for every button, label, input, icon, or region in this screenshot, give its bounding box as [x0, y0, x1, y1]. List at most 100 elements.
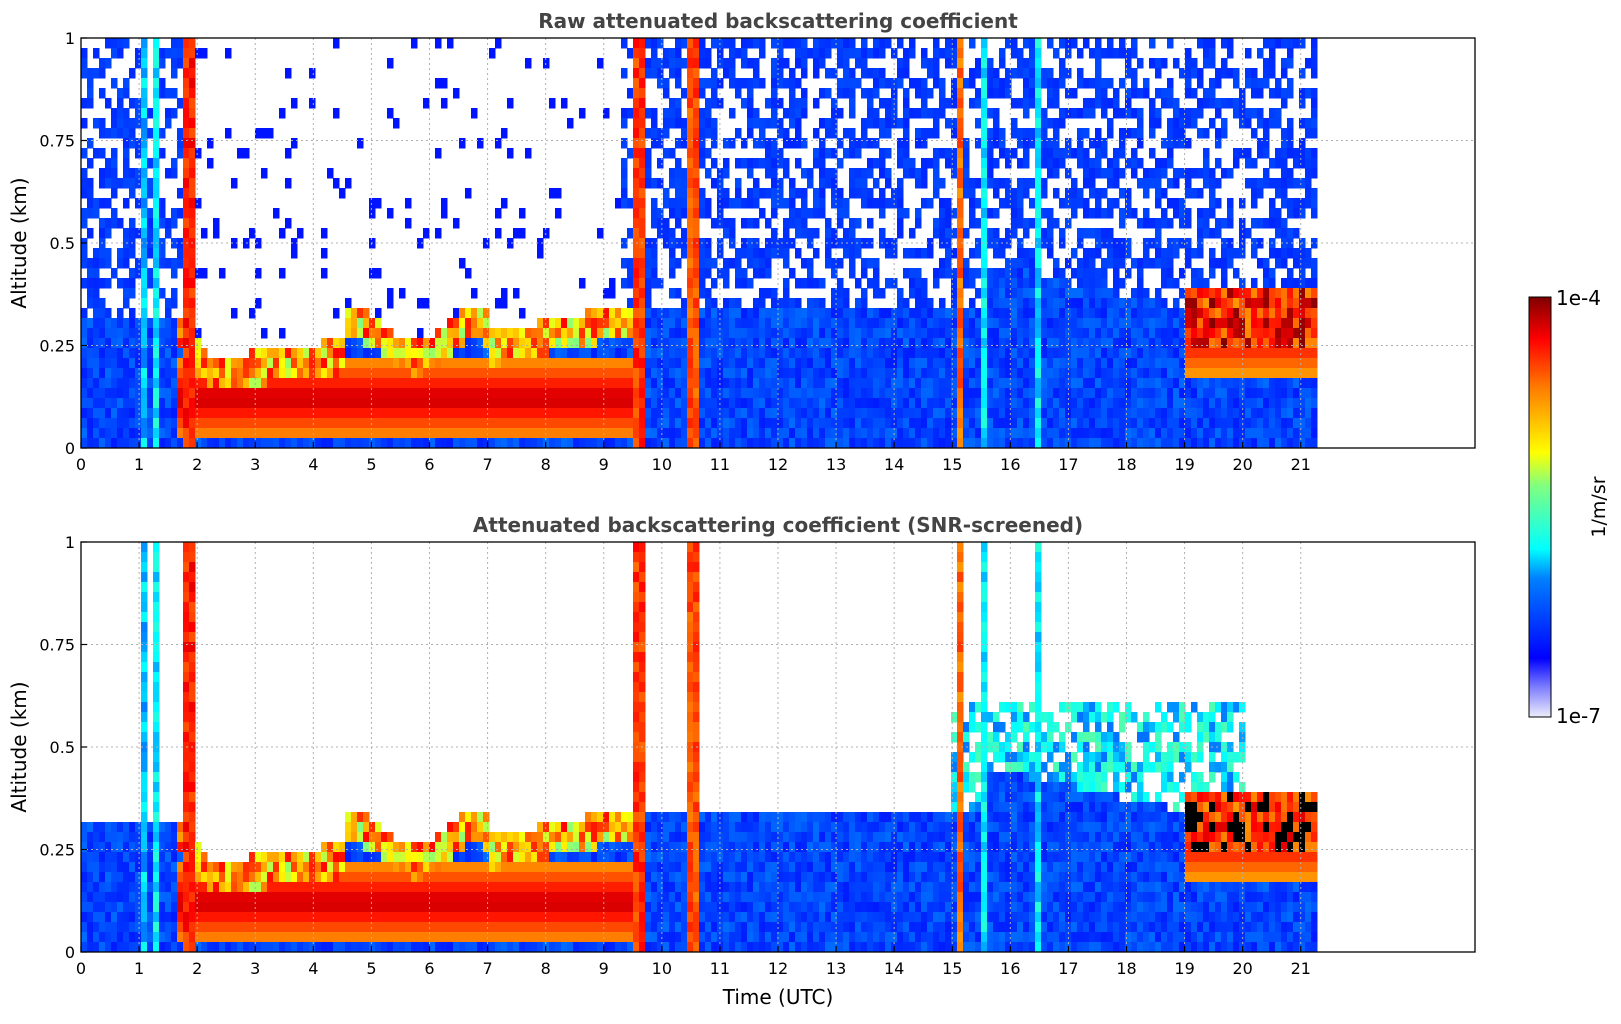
backscatter-cell	[597, 368, 604, 379]
backscatter-cell	[783, 398, 790, 409]
backscatter-cell	[549, 408, 556, 419]
backscatter-cell	[567, 338, 574, 349]
backscatter-cell	[279, 228, 286, 239]
backscatter-cell	[687, 38, 694, 49]
backscatter-cell	[801, 68, 808, 79]
backscatter-cell	[855, 348, 862, 359]
backscatter-cell	[1053, 328, 1060, 339]
backscatter-cell	[687, 348, 694, 359]
backscatter-cell	[759, 358, 766, 369]
backscatter-cell	[969, 98, 976, 109]
backscatter-cell	[1251, 248, 1258, 259]
backscatter-cell	[1041, 368, 1048, 379]
backscatter-cell	[675, 408, 682, 419]
backscatter-cell	[465, 188, 472, 199]
backscatter-cell	[1269, 198, 1276, 209]
backscatter-cell	[939, 78, 946, 89]
backscatter-cell	[663, 398, 670, 409]
backscatter-cell	[957, 398, 964, 409]
backscatter-cell	[1197, 108, 1204, 119]
backscatter-cell	[201, 418, 208, 429]
backscatter-cell	[177, 348, 184, 359]
backscatter-cell	[675, 438, 682, 448]
backscatter-cell	[357, 418, 364, 429]
backscatter-cell	[633, 378, 640, 389]
backscatter-cell	[1233, 408, 1240, 419]
backscatter-cell	[1287, 358, 1294, 369]
backscatter-cell	[1257, 358, 1264, 369]
backscatter-cell	[153, 248, 160, 259]
backscatter-cell	[357, 408, 364, 419]
backscatter-cell	[411, 338, 418, 349]
backscatter-cell	[81, 428, 88, 439]
backscatter-cell	[945, 238, 952, 249]
backscatter-cell	[1101, 328, 1108, 339]
backscatter-cell	[1101, 98, 1108, 109]
backscatter-cell	[1305, 318, 1312, 329]
backscatter-cell	[471, 388, 478, 399]
backscatter-cell	[723, 268, 730, 279]
backscatter-cell	[639, 378, 646, 389]
backscatter-cell	[1071, 38, 1078, 49]
backscatter-cell	[765, 148, 772, 159]
backscatter-cell	[519, 378, 526, 389]
backscatter-cell	[1269, 378, 1276, 389]
backscatter-cell	[165, 428, 172, 439]
backscatter-cell	[603, 418, 610, 429]
backscatter-cell	[117, 318, 124, 329]
backscatter-cell	[1287, 338, 1294, 349]
backscatter-cell	[735, 198, 742, 209]
backscatter-cell	[915, 128, 922, 139]
backscatter-cell	[1287, 88, 1294, 99]
backscatter-cell	[939, 148, 946, 159]
backscatter-cell	[387, 108, 394, 119]
backscatter-cell	[609, 438, 616, 448]
backscatter-cell	[1269, 358, 1276, 369]
backscatter-cell	[99, 418, 106, 429]
backscatter-cell	[723, 188, 730, 199]
backscatter-cell	[675, 368, 682, 379]
backscatter-cell	[927, 128, 934, 139]
backscatter-cell	[963, 428, 970, 439]
backscatter-cell	[999, 378, 1006, 389]
backscatter-cell	[201, 378, 208, 389]
backscatter-cell	[357, 318, 364, 329]
backscatter-cell	[525, 388, 532, 399]
backscatter-cell	[663, 358, 670, 369]
backscatter-cell	[519, 348, 526, 359]
backscatter-cell	[1089, 48, 1096, 59]
backscatter-cell	[249, 438, 256, 448]
backscatter-cell	[765, 418, 772, 429]
backscatter-cell	[1257, 438, 1264, 448]
backscatter-cell	[741, 348, 748, 359]
backscatter-cell	[987, 318, 994, 329]
backscatter-cell	[987, 138, 994, 149]
backscatter-cell	[279, 268, 286, 279]
backscatter-cell	[1299, 268, 1306, 279]
backscatter-cell	[735, 158, 742, 169]
backscatter-cell	[771, 368, 778, 379]
backscatter-cell	[873, 308, 880, 319]
backscatter-cell	[1185, 168, 1192, 179]
backscatter-cell	[849, 318, 856, 329]
backscatter-cell	[459, 428, 466, 439]
backscatter-cell	[93, 398, 100, 409]
backscatter-cell	[1215, 98, 1222, 109]
backscatter-cell	[699, 118, 706, 129]
backscatter-cell	[885, 128, 892, 139]
backscatter-cell	[213, 368, 220, 379]
backscatter-cell	[165, 328, 172, 339]
backscatter-cell	[1149, 38, 1156, 49]
backscatter-cell	[831, 368, 838, 379]
backscatter-cell	[735, 358, 742, 369]
backscatter-cell	[915, 168, 922, 179]
backscatter-cell	[1269, 348, 1276, 359]
backscatter-cell	[1083, 358, 1090, 369]
backscatter-cell	[1263, 58, 1270, 69]
backscatter-cell	[243, 148, 250, 159]
backscatter-cell	[1185, 108, 1192, 119]
backscatter-cell	[117, 338, 124, 349]
backscatter-cell	[111, 78, 118, 89]
backscatter-cell	[579, 358, 586, 369]
backscatter-cell	[1053, 158, 1060, 169]
